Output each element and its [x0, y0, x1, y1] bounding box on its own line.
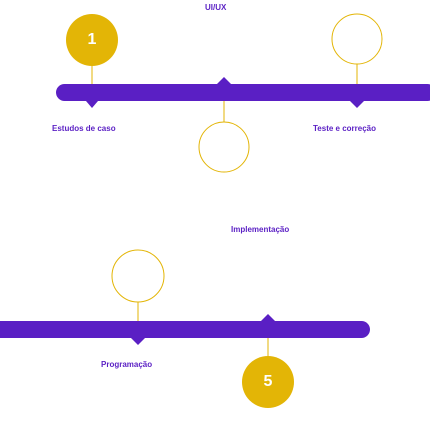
step-circle-1: [66, 14, 118, 66]
step-number-5: 5: [263, 373, 273, 390]
step-circle-3: [198, 121, 250, 173]
marker-down-1: [86, 101, 98, 108]
step-circle-5: [242, 356, 294, 408]
timeline-bar-bottom: [0, 321, 370, 338]
step-label-programacao: Programação: [101, 360, 153, 369]
timeline-bar-top: [56, 84, 430, 101]
step-label-teste: Teste e correção: [313, 124, 376, 133]
marker-up-1: [217, 77, 231, 84]
marker-down-2: [350, 101, 364, 108]
step-label-implementacao: Implementação: [231, 225, 290, 234]
step-label-uiux: UI/UX: [205, 3, 227, 12]
step-circle-2: [331, 13, 383, 65]
marker-down-3: [131, 338, 145, 345]
marker-up-2: [261, 314, 275, 321]
step-number-1: 1: [87, 31, 97, 48]
step-label-estudos: Estudos de caso: [52, 124, 116, 133]
step-circle-4: [111, 249, 165, 303]
